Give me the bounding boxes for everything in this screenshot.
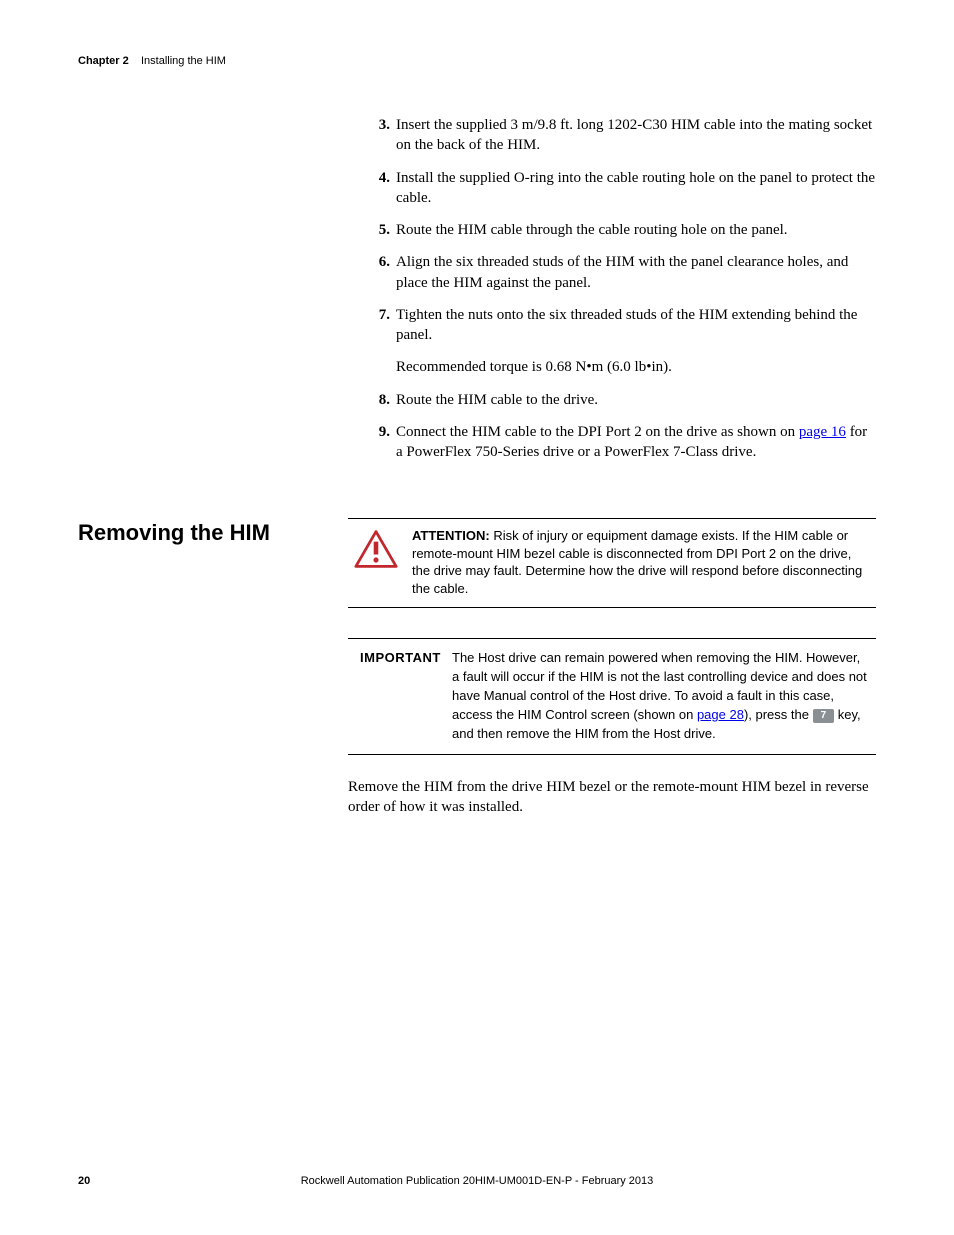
list-text: Route the HIM cable through the cable ro… [396,220,876,240]
list-item: 5. Route the HIM cable through the cable… [362,220,876,240]
body-paragraph: Remove the HIM from the drive HIM bezel … [348,777,876,818]
list-text: Route the HIM cable to the drive. [396,390,876,410]
list-item: 9. Connect the HIM cable to the DPI Port… [362,422,876,463]
list-num: 8. [362,390,396,410]
list-text: Connect the HIM cable to the DPI Port 2 … [396,422,876,463]
page-link[interactable]: page 16 [799,424,846,440]
list-num [362,357,396,377]
list-num: 7. [362,305,396,346]
page-header: Chapter 2 Installing the HIM [78,55,876,67]
publication-info: Rockwell Automation Publication 20HIM-UM… [78,1175,876,1187]
list-item: 7. Tighten the nuts onto the six threade… [362,305,876,346]
list-num: 9. [362,422,396,463]
list-num: 3. [362,115,396,156]
list-item: 4. Install the supplied O-ring into the … [362,168,876,209]
important-text: The Host drive can remain powered when r… [452,649,870,743]
page-link[interactable]: page 28 [697,707,744,722]
text-span: Connect the HIM cable to the DPI Port 2 … [396,424,799,440]
attention-text: ATTENTION: Risk of injury or equipment d… [412,527,870,597]
section-removing: Removing the HIM ATTENTION: Risk of inju… [78,518,876,608]
list-text: Tighten the nuts onto the six threaded s… [396,305,876,346]
list-item: 8. Route the HIM cable to the drive. [362,390,876,410]
list-text: Recommended torque is 0.68 N•m (6.0 lb•i… [396,357,876,377]
page-footer: 20 Rockwell Automation Publication 20HIM… [78,1175,876,1187]
list-item: 3. Insert the supplied 3 m/9.8 ft. long … [362,115,876,156]
list-item: 6. Align the six threaded studs of the H… [362,252,876,293]
list-item: Recommended torque is 0.68 N•m (6.0 lb•i… [362,357,876,377]
text-span: ), press the [744,707,813,722]
list-text: Insert the supplied 3 m/9.8 ft. long 120… [396,115,876,156]
attention-callout: ATTENTION: Risk of injury or equipment d… [348,518,876,608]
list-num: 6. [362,252,396,293]
important-callout: IMPORTANT The Host drive can remain powe… [348,638,876,754]
warning-icon [354,527,412,597]
chapter-title: Installing the HIM [141,55,226,67]
important-label: IMPORTANT [360,649,452,743]
list-text: Install the supplied O-ring into the cab… [396,168,876,209]
list-num: 4. [362,168,396,209]
section-heading: Removing the HIM [78,518,348,546]
ordered-list: 3. Insert the supplied 3 m/9.8 ft. long … [362,115,876,462]
attention-label: ATTENTION: [412,528,490,543]
list-text: Align the six threaded studs of the HIM … [396,252,876,293]
list-num: 5. [362,220,396,240]
chapter-label: Chapter 2 [78,55,129,67]
key-icon: 7 [813,709,835,723]
page-number: 20 [78,1175,90,1187]
